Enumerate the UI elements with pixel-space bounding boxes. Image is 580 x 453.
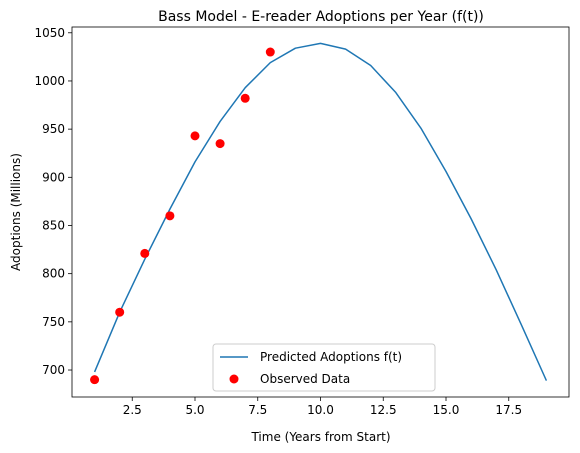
y-tick-label: 850	[42, 218, 65, 232]
x-tick-label: 5.0	[185, 403, 204, 417]
y-tick-label: 1000	[34, 74, 65, 88]
x-axis: 2.5 5.0 7.5 10.0 12.5 15.0 17.5	[123, 397, 522, 417]
y-tick-label: 700	[42, 363, 65, 377]
observed-point	[165, 211, 175, 221]
y-tick-label: 950	[42, 122, 65, 136]
x-tick-label: 10.0	[307, 403, 334, 417]
legend-label-observed: Observed Data	[260, 372, 350, 386]
legend-label-predicted: Predicted Adoptions f(t)	[260, 350, 402, 364]
y-axis-label: Adoptions (Millions)	[9, 153, 23, 271]
x-tick-label: 17.5	[495, 403, 522, 417]
plot-content	[90, 42, 548, 385]
chart-title: Bass Model - E-reader Adoptions per Year…	[158, 9, 484, 25]
y-tick-label: 800	[42, 267, 65, 281]
observed-point	[190, 131, 200, 141]
plot-frame	[71, 26, 570, 398]
y-axis: 700 750 800 850 900 950 1000 1050	[34, 26, 72, 377]
x-tick-label: 2.5	[123, 403, 142, 417]
observed-point	[140, 248, 150, 258]
observed-point	[240, 93, 250, 103]
x-tick-label: 15.0	[433, 403, 460, 417]
legend-marker-swatch	[229, 374, 239, 384]
legend-box	[212, 343, 436, 392]
observed-point	[115, 307, 125, 317]
x-axis-label: Time (Years from Start)	[250, 430, 390, 444]
observed-point	[265, 47, 275, 57]
y-tick-label: 750	[42, 315, 65, 329]
y-tick-label: 1050	[34, 26, 65, 40]
observed-point	[90, 375, 100, 385]
y-tick-label: 900	[42, 170, 65, 184]
x-tick-label: 7.5	[248, 403, 267, 417]
series-line-predicted	[93, 42, 548, 381]
x-tick-label: 12.5	[370, 403, 397, 417]
observed-point	[215, 139, 225, 149]
legend: Predicted Adoptions f(t) Observed Data	[212, 343, 436, 392]
